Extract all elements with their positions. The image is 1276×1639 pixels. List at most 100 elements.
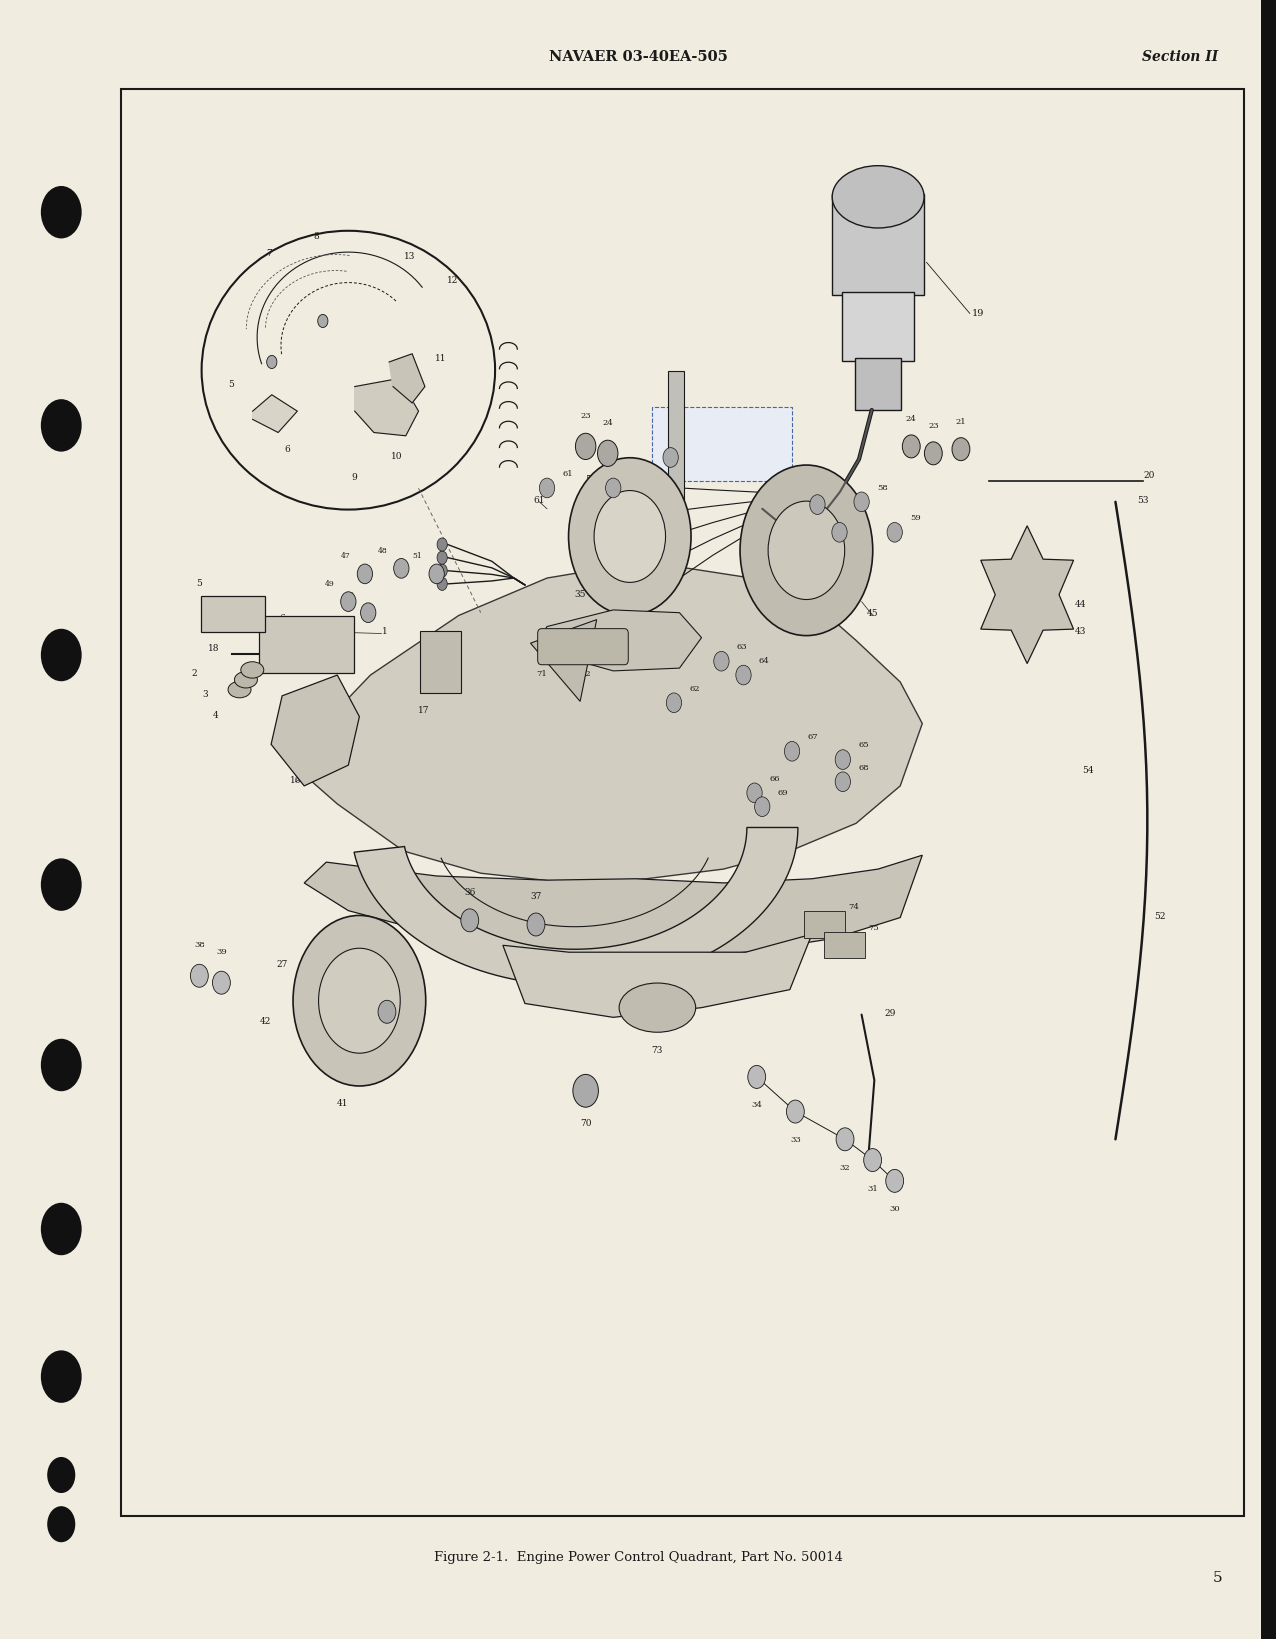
- Text: 18: 18: [208, 644, 219, 652]
- Polygon shape: [503, 934, 812, 1018]
- Text: 55: 55: [629, 469, 639, 477]
- Text: 13: 13: [404, 252, 415, 261]
- Text: 44: 44: [1074, 600, 1086, 608]
- Circle shape: [746, 783, 762, 803]
- Circle shape: [597, 441, 618, 467]
- Text: 68: 68: [859, 764, 869, 772]
- Text: 73: 73: [652, 1046, 664, 1054]
- Circle shape: [736, 665, 752, 685]
- Ellipse shape: [241, 662, 264, 679]
- Text: 49: 49: [324, 580, 334, 588]
- Text: 15: 15: [308, 762, 319, 770]
- Circle shape: [540, 479, 555, 498]
- Text: 11: 11: [434, 354, 447, 362]
- Text: 32: 32: [840, 1164, 850, 1172]
- Circle shape: [836, 772, 851, 792]
- Circle shape: [318, 315, 328, 328]
- Text: 31: 31: [868, 1183, 878, 1192]
- Text: 52: 52: [1154, 911, 1165, 919]
- Text: 60: 60: [831, 508, 841, 515]
- Text: 6: 6: [279, 613, 285, 623]
- Text: 5: 5: [197, 579, 203, 588]
- Text: 37: 37: [531, 892, 542, 901]
- Circle shape: [854, 493, 869, 513]
- Circle shape: [41, 400, 82, 452]
- Circle shape: [924, 443, 942, 465]
- Text: 47: 47: [341, 552, 351, 561]
- Circle shape: [41, 859, 82, 911]
- Circle shape: [357, 565, 373, 585]
- Circle shape: [786, 1100, 804, 1123]
- Text: 34: 34: [752, 1101, 762, 1108]
- Text: 64: 64: [759, 657, 769, 664]
- Circle shape: [836, 751, 851, 770]
- Polygon shape: [389, 354, 425, 403]
- Circle shape: [47, 1506, 75, 1542]
- Bar: [652, 408, 792, 482]
- Text: 27: 27: [277, 959, 288, 969]
- Text: 8: 8: [314, 233, 319, 241]
- Text: 62: 62: [689, 683, 699, 692]
- Text: 61: 61: [533, 495, 545, 505]
- Polygon shape: [271, 675, 360, 787]
- Text: 5: 5: [1212, 1570, 1222, 1583]
- Text: Figure 2-1.  Engine Power Control Quadrant, Part No. 50014: Figure 2-1. Engine Power Control Quadran…: [434, 1550, 842, 1564]
- Polygon shape: [353, 828, 798, 985]
- Circle shape: [438, 565, 448, 579]
- Circle shape: [902, 436, 920, 459]
- Text: 35: 35: [574, 590, 586, 598]
- Text: 66: 66: [769, 774, 781, 782]
- Circle shape: [213, 972, 231, 995]
- Circle shape: [748, 1065, 766, 1088]
- Circle shape: [41, 1039, 82, 1092]
- Text: 20: 20: [1143, 470, 1155, 480]
- Text: 74: 74: [849, 903, 859, 911]
- Bar: [824, 933, 865, 959]
- Text: 48: 48: [378, 547, 387, 554]
- Text: 60: 60: [855, 515, 865, 521]
- Text: 75: 75: [869, 923, 879, 931]
- FancyBboxPatch shape: [537, 629, 628, 665]
- Circle shape: [361, 603, 376, 623]
- Text: 39: 39: [216, 947, 227, 956]
- Text: 63: 63: [736, 642, 748, 651]
- Circle shape: [41, 629, 82, 682]
- Text: 40: 40: [353, 1070, 365, 1078]
- Text: 26: 26: [353, 928, 365, 936]
- Circle shape: [606, 479, 621, 498]
- Circle shape: [713, 652, 729, 672]
- Text: 5: 5: [228, 380, 234, 388]
- Ellipse shape: [202, 231, 495, 510]
- Text: 50: 50: [345, 592, 353, 598]
- Text: 70: 70: [579, 1119, 591, 1128]
- Text: Section II: Section II: [1142, 51, 1219, 64]
- Text: 12: 12: [448, 277, 458, 285]
- Text: 23: 23: [928, 421, 939, 429]
- Text: 30: 30: [889, 1205, 900, 1213]
- Bar: [842, 293, 914, 362]
- Text: 57: 57: [833, 487, 843, 495]
- Circle shape: [190, 965, 208, 988]
- Ellipse shape: [619, 983, 695, 1033]
- Bar: [855, 359, 901, 411]
- Circle shape: [810, 495, 826, 515]
- Text: 65: 65: [859, 741, 869, 749]
- Text: 23: 23: [581, 411, 591, 420]
- Bar: [420, 631, 461, 693]
- Polygon shape: [531, 620, 597, 701]
- Text: 46: 46: [840, 506, 851, 516]
- Polygon shape: [355, 379, 419, 436]
- Circle shape: [438, 579, 448, 592]
- Circle shape: [267, 356, 277, 369]
- Circle shape: [569, 459, 692, 616]
- Circle shape: [461, 910, 478, 933]
- Text: 61: 61: [563, 469, 573, 477]
- Text: 9: 9: [352, 474, 357, 482]
- Circle shape: [47, 1457, 75, 1493]
- Text: 56: 56: [798, 480, 808, 488]
- Text: 3: 3: [202, 690, 208, 698]
- Text: 38: 38: [194, 941, 204, 949]
- Text: 67: 67: [808, 733, 818, 741]
- Polygon shape: [536, 611, 702, 672]
- Circle shape: [394, 559, 410, 579]
